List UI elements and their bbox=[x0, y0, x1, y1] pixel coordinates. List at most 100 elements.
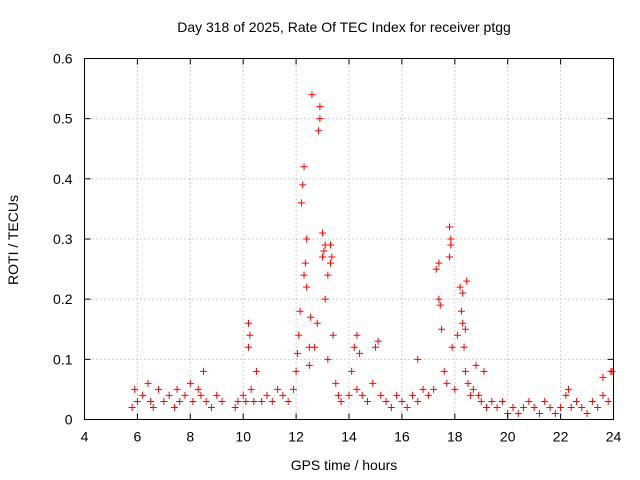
ticks-layer: 4 6 8 10 12 14 16 18 20 22 24 0 0.1 0.2 0.3 0.4 0.5 0.6 bbox=[53, 51, 621, 445]
data-point bbox=[446, 253, 454, 261]
data-point bbox=[242, 397, 250, 405]
data-point bbox=[350, 343, 358, 351]
data-point bbox=[440, 367, 448, 375]
data-point bbox=[345, 391, 353, 399]
data-point bbox=[448, 343, 456, 351]
data-point bbox=[461, 325, 469, 333]
data-point bbox=[303, 283, 311, 291]
data-point bbox=[438, 325, 446, 333]
chart-title: Day 318 of 2025, Rate Of TEC Index for r… bbox=[177, 19, 511, 35]
data-point bbox=[144, 379, 152, 387]
y-tick-label: 0 bbox=[65, 412, 73, 428]
data-point bbox=[467, 391, 475, 399]
data-point bbox=[319, 229, 327, 237]
x-tick-label: 16 bbox=[394, 429, 410, 445]
data-point bbox=[155, 385, 163, 393]
data-point bbox=[514, 409, 522, 417]
data-point bbox=[562, 391, 570, 399]
data-point bbox=[319, 253, 327, 261]
data-point bbox=[295, 331, 303, 339]
data-point bbox=[364, 397, 372, 405]
data-point bbox=[453, 331, 461, 339]
data-point bbox=[599, 391, 607, 399]
data-point bbox=[165, 391, 173, 399]
data-point bbox=[424, 391, 432, 399]
data-point bbox=[279, 391, 287, 399]
data-point bbox=[186, 379, 194, 387]
data-point bbox=[551, 409, 559, 417]
x-tick-label: 12 bbox=[288, 429, 304, 445]
data-point bbox=[181, 391, 189, 399]
data-point bbox=[244, 319, 252, 327]
data-point bbox=[246, 331, 254, 339]
data-point bbox=[456, 283, 464, 291]
data-point bbox=[263, 391, 271, 399]
y-tick-label: 0.2 bbox=[53, 291, 73, 307]
data-point bbox=[320, 247, 328, 255]
data-point bbox=[432, 265, 440, 273]
data-point bbox=[459, 319, 467, 327]
data-point bbox=[326, 259, 334, 267]
data-point bbox=[348, 367, 356, 375]
data-point bbox=[128, 403, 136, 411]
data-point bbox=[160, 397, 168, 405]
data-point bbox=[509, 403, 517, 411]
data-point bbox=[530, 403, 538, 411]
data-point bbox=[297, 199, 305, 207]
data-point bbox=[189, 397, 197, 405]
data-point bbox=[313, 319, 321, 327]
data-point bbox=[133, 397, 141, 405]
data-point bbox=[301, 259, 309, 267]
data-point bbox=[173, 385, 181, 393]
data-point bbox=[307, 313, 315, 321]
data-point bbox=[353, 385, 361, 393]
x-tick-label: 6 bbox=[134, 429, 142, 445]
x-tick-label: 24 bbox=[606, 429, 622, 445]
data-point bbox=[329, 331, 337, 339]
data-point bbox=[356, 349, 364, 357]
x-tick-label: 20 bbox=[500, 429, 516, 445]
data-point bbox=[321, 295, 329, 303]
data-point bbox=[131, 385, 139, 393]
data-point bbox=[299, 181, 307, 189]
data-point bbox=[200, 367, 208, 375]
y-axis-label: ROTI / TECUs bbox=[5, 195, 21, 285]
data-point bbox=[303, 235, 311, 243]
data-point bbox=[274, 385, 282, 393]
data-point bbox=[464, 379, 472, 387]
data-point bbox=[588, 397, 596, 405]
data-point bbox=[457, 307, 465, 315]
data-point bbox=[472, 361, 480, 369]
data-point bbox=[408, 391, 416, 399]
y-tick-label: 0.1 bbox=[53, 351, 73, 367]
data-point bbox=[488, 397, 496, 405]
data-point bbox=[459, 289, 467, 297]
data-point bbox=[234, 397, 242, 405]
data-point bbox=[460, 343, 468, 351]
data-point bbox=[213, 391, 221, 399]
data-point bbox=[328, 253, 336, 261]
data-point bbox=[149, 403, 157, 411]
grid-layer bbox=[84, 58, 614, 420]
data-point bbox=[305, 343, 313, 351]
data-point bbox=[369, 379, 377, 387]
data-point bbox=[194, 385, 202, 393]
data-point bbox=[393, 391, 401, 399]
data-point bbox=[463, 277, 471, 285]
data-point bbox=[469, 385, 477, 393]
data-point bbox=[435, 259, 443, 267]
data-point bbox=[324, 271, 332, 279]
x-axis-label: GPS time / hours bbox=[291, 457, 398, 473]
data-point bbox=[382, 397, 390, 405]
data-point bbox=[374, 337, 382, 345]
data-point bbox=[139, 391, 147, 399]
x-tick-label: 22 bbox=[553, 429, 569, 445]
data-point bbox=[477, 397, 485, 405]
data-point bbox=[324, 355, 332, 363]
data-point bbox=[414, 355, 422, 363]
data-point bbox=[315, 127, 323, 135]
data-point bbox=[493, 403, 501, 411]
data-point bbox=[520, 403, 528, 411]
data-point bbox=[231, 403, 239, 411]
